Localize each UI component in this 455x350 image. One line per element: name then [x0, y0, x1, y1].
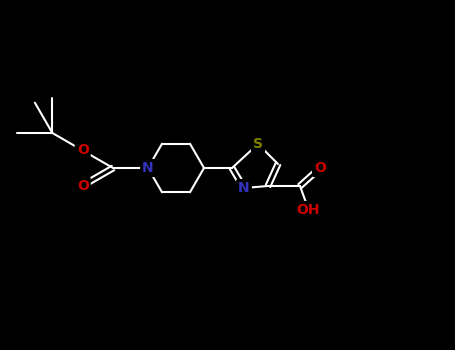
Text: O: O: [77, 178, 89, 192]
Text: O: O: [314, 161, 326, 175]
Text: N: N: [142, 161, 154, 175]
Text: S: S: [253, 137, 263, 151]
Text: O: O: [77, 144, 89, 158]
Text: N: N: [238, 181, 250, 195]
Text: OH: OH: [296, 203, 320, 217]
